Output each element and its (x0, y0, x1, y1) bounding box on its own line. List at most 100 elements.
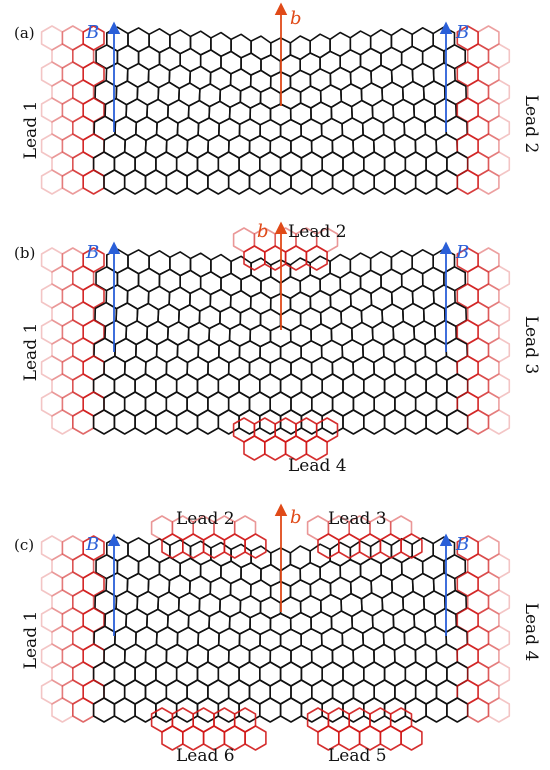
field-label-b-c: b (290, 507, 302, 528)
lattice-hexagon (414, 169, 438, 195)
lead-hexagon (40, 319, 64, 345)
lattice-hexagon (300, 697, 324, 723)
field-label-B-left-b: B (85, 242, 99, 263)
lead-label-b-2: Lead 2 (288, 222, 347, 242)
lead-hexagon (284, 245, 308, 271)
lattice-hexagon (92, 697, 116, 723)
lead-hexagon (487, 79, 511, 105)
lead-hexagon (243, 435, 266, 461)
lead-hexagon (72, 409, 95, 435)
lattice-hexagon (175, 409, 199, 435)
lattice-hexagon (269, 169, 292, 195)
lead-hexagon (456, 169, 479, 195)
lattice-hexagon (321, 697, 344, 723)
lattice-hexagon (165, 169, 188, 195)
field-label-b-b: b (257, 221, 269, 242)
field-label-B-left-a: B (85, 22, 99, 43)
lattice-hexagon (92, 409, 116, 435)
lead-hexagon (40, 643, 64, 669)
lattice-hexagon (446, 697, 469, 723)
lead-hexagon (305, 435, 328, 461)
panel-c: (c) Lead 1 Lead 2 Lead 3 Lead 4 Lead 5 L… (14, 503, 541, 766)
lattice-hexagon (425, 409, 448, 435)
lattice-hexagon (373, 169, 396, 195)
lattice-hexagon (352, 169, 376, 195)
panel-label-c: (c) (14, 536, 34, 554)
lead-hexagon (487, 661, 511, 687)
lattice-hexagon (279, 697, 303, 723)
lead-hexagon (40, 247, 64, 273)
lattice-hexagon (394, 169, 417, 195)
lattice-hexagon (435, 169, 459, 195)
lattice-hexagon (310, 169, 334, 195)
lead-hexagon (487, 337, 511, 363)
lattice-hexagon (113, 697, 136, 723)
lattice-hexagon (113, 409, 136, 435)
lattice-hexagon (331, 169, 355, 195)
lead-hexagon (40, 679, 64, 705)
lattice-hexagon (446, 409, 469, 435)
field-label-B-left-c: B (85, 534, 99, 555)
panel-a-lattice (40, 25, 511, 195)
lead-hexagon (487, 151, 511, 177)
lattice-hexagon (155, 409, 178, 435)
lattice-hexagon (404, 697, 427, 723)
lead-hexagon (244, 533, 267, 559)
field-label-B-right-c: B (455, 534, 469, 555)
lead-hexagon (40, 355, 64, 381)
panel-c-lattice (40, 515, 511, 751)
field-label-B-right-a: B (455, 22, 469, 43)
lead-label-b-3: Lead 3 (521, 316, 541, 375)
lead-hexagon (487, 589, 511, 615)
lead-label-c-4: Lead 4 (521, 603, 541, 662)
lead-hexagon (263, 245, 287, 271)
lead-label-c-3: Lead 3 (328, 509, 387, 529)
lead-hexagon (305, 245, 328, 271)
lead-label-a-2: Lead 2 (521, 95, 541, 154)
lattice-hexagon (383, 409, 407, 435)
lead-hexagon (40, 283, 64, 309)
field-label-B-right-b: B (455, 242, 469, 263)
lead-hexagon (263, 435, 287, 461)
lead-hexagon (40, 97, 64, 123)
lead-label-a-1: Lead 1 (21, 101, 41, 160)
panel-label-a: (a) (14, 24, 35, 42)
lead-label-c-5: Lead 5 (328, 746, 387, 766)
lead-hexagon (182, 533, 205, 559)
lead-hexagon (40, 133, 64, 159)
lead-hexagon (400, 533, 423, 559)
lattice-hexagon (290, 169, 313, 195)
lead-hexagon (40, 61, 64, 87)
panel-a: (a) Lead 1 Lead 2 B B b (14, 2, 541, 195)
lattice-hexagon (342, 409, 365, 435)
lead-hexagon (487, 697, 511, 723)
lead-hexagon (51, 409, 74, 435)
lead-label-b-4: Lead 4 (288, 456, 347, 476)
lattice-hexagon (103, 169, 126, 195)
lattice-hexagon (186, 169, 209, 195)
lead-hexagon (40, 25, 64, 51)
lead-hexagon (487, 373, 511, 399)
lead-hexagon (244, 725, 267, 751)
field-label-b-a: b (290, 8, 302, 29)
lead-label-c-1: Lead 1 (21, 611, 41, 670)
lattice-hexagon (362, 409, 386, 435)
lead-hexagon (40, 571, 64, 597)
lead-hexagon (487, 301, 511, 327)
lead-label-c-2: Lead 2 (176, 509, 235, 529)
lattice-hexagon (404, 409, 427, 435)
lead-hexagon (337, 533, 361, 559)
lattice-hexagon (383, 697, 407, 723)
lead-hexagon (51, 697, 74, 723)
lattice-hexagon (342, 697, 365, 723)
lattice-hexagon (248, 169, 272, 195)
lead-hexagon (161, 533, 184, 559)
lead-hexagon (466, 697, 490, 723)
lattice-hexagon (362, 697, 386, 723)
lead-hexagon (487, 553, 511, 579)
lead-hexagon (487, 115, 511, 141)
lead-hexagon (400, 725, 423, 751)
lead-hexagon (487, 265, 511, 291)
lead-hexagon (40, 169, 64, 195)
